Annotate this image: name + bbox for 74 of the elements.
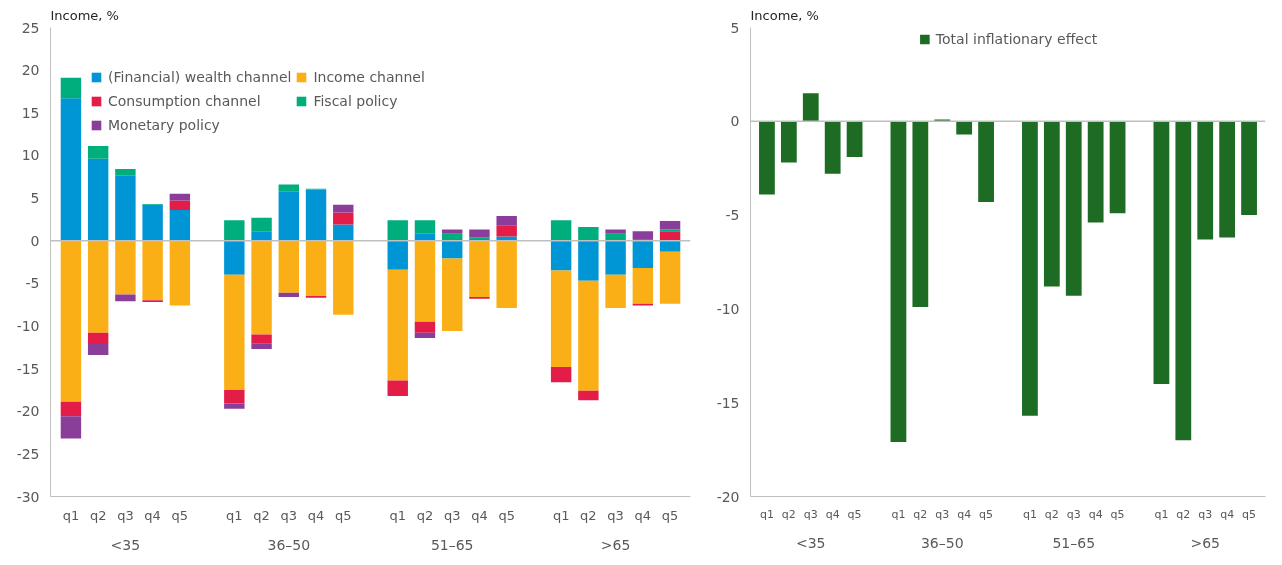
y-tick-label: -10 xyxy=(16,317,40,334)
legend-label: Total inflationary effect xyxy=(935,30,1098,49)
y-tick-label: -10 xyxy=(716,300,740,317)
y-axis-title: Income, % xyxy=(50,7,119,23)
y-tick-label: -15 xyxy=(16,360,40,377)
y-tick-label: 0 xyxy=(730,113,740,130)
legend-label: Consumption channel xyxy=(108,92,261,111)
text: >65 xyxy=(1190,534,1221,551)
x-tick-label: q1 xyxy=(1154,507,1169,521)
y-tick-label: -5 xyxy=(25,275,40,292)
x-tick-label: q4 xyxy=(1220,507,1235,521)
x-tick-label: q4 xyxy=(1088,507,1103,521)
x-tick-label: q2 xyxy=(253,507,270,523)
y-tick-label: 15 xyxy=(21,104,40,121)
x-tick-label: q3 xyxy=(117,507,134,523)
x-tick-label: q2 xyxy=(580,507,597,523)
legend-label: (Financial) wealth channel xyxy=(108,68,292,87)
x-tick-label: q3 xyxy=(280,507,298,523)
text: 51–65 xyxy=(430,536,474,553)
text: >65 xyxy=(600,536,631,553)
x-tick-label: q3 xyxy=(443,507,461,523)
x-tick-label: q4 xyxy=(471,507,488,523)
y-tick-label: -30 xyxy=(16,488,40,505)
x-tick-label: q5 xyxy=(335,507,352,523)
x-tick-label: q1 xyxy=(389,507,406,523)
x-tick-label: q4 xyxy=(825,507,840,521)
x-tick-label: q2 xyxy=(1176,507,1191,521)
x-tick-label: q1 xyxy=(226,507,243,523)
x-tick-label: q5 xyxy=(979,507,994,521)
y-tick-label: 5 xyxy=(730,19,740,36)
y-tick-label: 0 xyxy=(30,232,40,249)
text: 36–50 xyxy=(920,534,964,551)
x-tick-label: q4 xyxy=(144,507,161,523)
y-axis-title: Income, % xyxy=(750,7,819,23)
x-tick-label: q4 xyxy=(307,507,325,523)
y-tick-label: -25 xyxy=(16,445,40,462)
x-tick-label: q1 xyxy=(759,507,774,521)
x-tick-label: q2 xyxy=(913,507,928,521)
x-tick-label: q2 xyxy=(416,507,434,523)
y-tick-label: -5 xyxy=(725,207,740,224)
x-tick-label: q2 xyxy=(89,507,107,523)
x-tick-label: q3 xyxy=(935,507,950,521)
x-tick-label: q5 xyxy=(847,507,862,521)
y-tick-label: 5 xyxy=(30,190,40,207)
x-tick-label: q5 xyxy=(661,507,679,523)
text: 51–65 xyxy=(1052,534,1096,551)
text: <35 xyxy=(795,534,826,551)
text: <35 xyxy=(110,536,141,553)
legend-label: Fiscal policy xyxy=(313,92,398,111)
y-tick-label: -20 xyxy=(716,488,740,505)
x-tick-label: q2 xyxy=(1044,507,1059,521)
x-tick-label: q5 xyxy=(498,507,515,523)
legend-label: Monetary policy xyxy=(108,116,220,135)
x-tick-label: q5 xyxy=(171,507,189,523)
y-tick-label: 25 xyxy=(21,19,40,36)
x-tick-label: q3 xyxy=(1066,507,1081,521)
y-tick-label: -20 xyxy=(16,403,40,420)
x-tick-label: q1 xyxy=(891,507,906,521)
legend-label: Income channel xyxy=(313,68,425,87)
x-tick-label: q4 xyxy=(957,507,972,521)
x-tick-label: q1 xyxy=(552,507,570,523)
x-tick-label: q5 xyxy=(1242,507,1257,521)
x-tick-label: q5 xyxy=(1110,507,1125,521)
x-tick-label: q1 xyxy=(62,507,80,523)
x-tick-label: q1 xyxy=(1022,507,1037,521)
x-tick-label: q4 xyxy=(634,507,652,523)
text: 36–50 xyxy=(267,536,311,553)
x-tick-label: q3 xyxy=(1198,507,1213,521)
x-tick-label: q3 xyxy=(607,507,624,523)
y-tick-label: -15 xyxy=(716,394,740,411)
x-tick-label: q2 xyxy=(781,507,796,521)
y-tick-label: 20 xyxy=(21,62,40,79)
y-tick-label: 10 xyxy=(21,147,40,164)
x-tick-label: q3 xyxy=(803,507,818,521)
